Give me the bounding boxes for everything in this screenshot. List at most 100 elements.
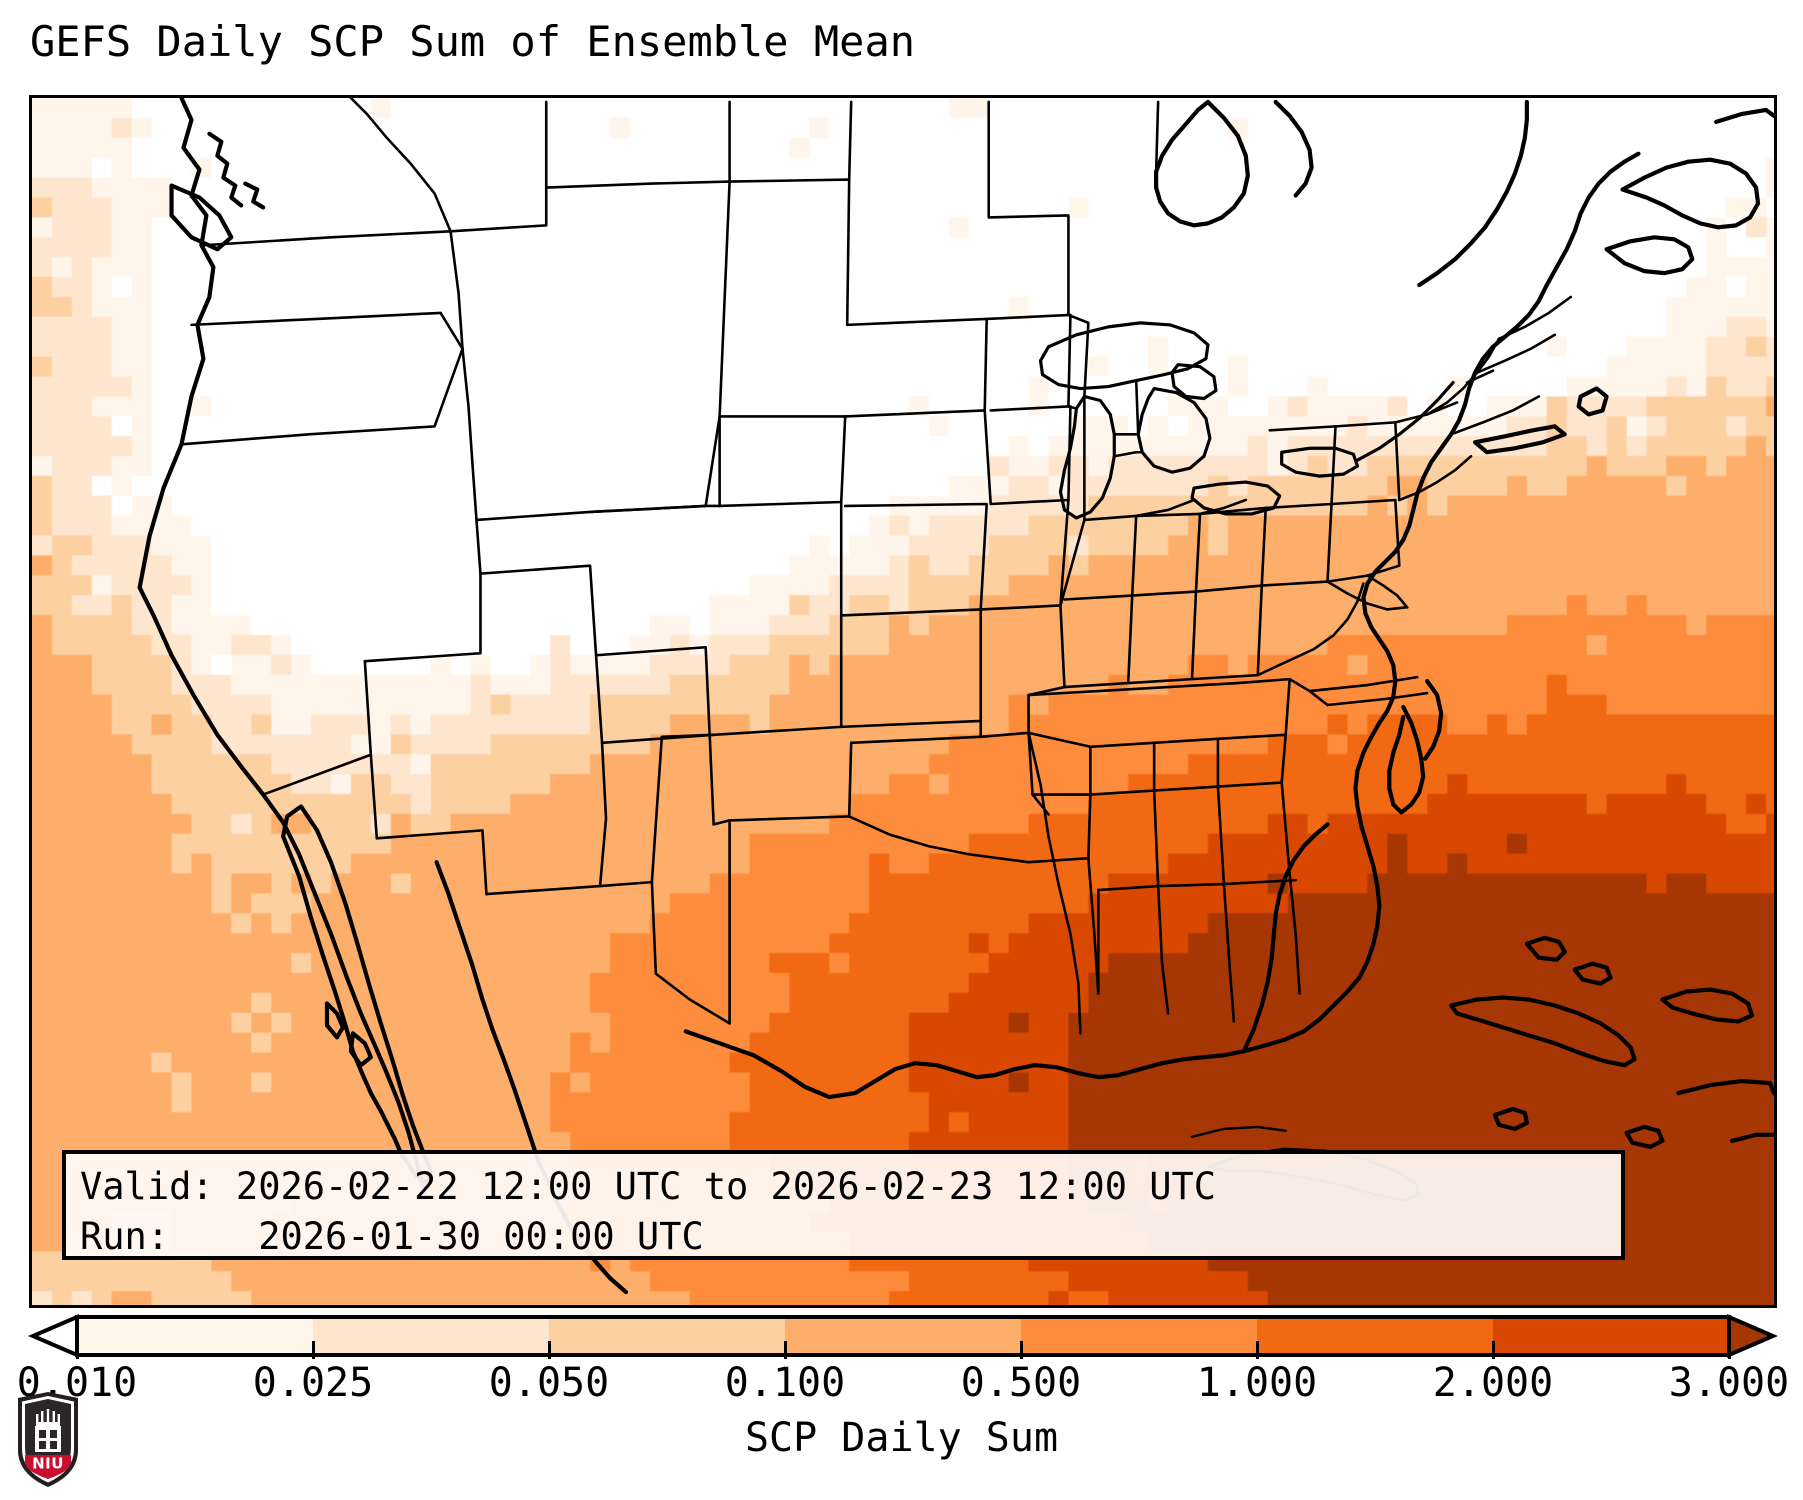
map-boundary bbox=[1544, 151, 1641, 288]
colorbar-tick-label: 2.000 bbox=[1432, 1360, 1554, 1406]
map-boundary bbox=[363, 659, 379, 840]
map-boundary bbox=[1241, 822, 1330, 1054]
map-boundary bbox=[1027, 793, 1092, 864]
map-boundary bbox=[1134, 498, 1196, 518]
map-boundary bbox=[261, 753, 373, 796]
colorbar-ticks bbox=[29, 1341, 1777, 1359]
forecast-info-box: Valid: 2026-02-22 12:00 UTC to 2026-02-2… bbox=[62, 1150, 1625, 1260]
map-boundary bbox=[1027, 731, 1082, 1035]
colorbar-tick-label: 0.500 bbox=[960, 1360, 1082, 1406]
map-boundary bbox=[1326, 691, 1429, 707]
colorbar-swatches bbox=[27, 1313, 1779, 1359]
map-boundary bbox=[847, 100, 853, 181]
map-boundary bbox=[1308, 675, 1419, 693]
map-boundary bbox=[594, 645, 715, 826]
map-boundary bbox=[1334, 401, 1459, 428]
map-boundary bbox=[1126, 590, 1198, 685]
map-boundary bbox=[1136, 386, 1212, 474]
map-boundary bbox=[650, 733, 715, 884]
map-boundary bbox=[1326, 498, 1401, 583]
map-boundary bbox=[1222, 878, 1297, 886]
map-boundary bbox=[1576, 386, 1609, 417]
colorbar-tick bbox=[75, 1341, 79, 1359]
valid-time-line: Valid: 2026-02-22 12:00 UTC to 2026-02-2… bbox=[80, 1165, 1217, 1208]
colorbar-tick bbox=[1019, 1341, 1023, 1359]
map-boundary bbox=[1089, 741, 1156, 796]
map-boundary bbox=[1492, 1106, 1529, 1131]
map-boundary bbox=[1190, 1125, 1287, 1139]
map-boundary bbox=[1027, 731, 1092, 749]
map-panel[interactable] bbox=[29, 95, 1777, 1308]
map-boundary bbox=[1394, 421, 1401, 502]
map-boundary bbox=[598, 880, 654, 888]
map-boundary bbox=[1156, 884, 1170, 1015]
map-boundary bbox=[1027, 604, 1066, 697]
map-boundary bbox=[202, 230, 464, 351]
map-boundary bbox=[1620, 157, 1761, 230]
map-boundary bbox=[712, 500, 843, 737]
map-boundary bbox=[1083, 514, 1138, 597]
map-boundary bbox=[1198, 498, 1248, 516]
map-boundary bbox=[1190, 584, 1264, 681]
map-boundary bbox=[1475, 333, 1557, 374]
map-boundary bbox=[1134, 379, 1140, 436]
map-boundary bbox=[324, 1001, 346, 1040]
map-boundary bbox=[479, 564, 604, 745]
colorbar-tick bbox=[1491, 1341, 1495, 1359]
colorbar-tick-label: 1.000 bbox=[1196, 1360, 1318, 1406]
map-boundary bbox=[348, 1031, 373, 1068]
map-boundary bbox=[1465, 369, 1495, 384]
map-boundary bbox=[1397, 454, 1473, 502]
map-boundary bbox=[449, 180, 731, 233]
scp-heatmap-canvas bbox=[32, 98, 1774, 1305]
map-boundary bbox=[1472, 424, 1567, 455]
map-boundary bbox=[1134, 512, 1202, 593]
colorbar-tick-label: 0.100 bbox=[724, 1360, 846, 1406]
colorbar-tick-label: 3.000 bbox=[1668, 1360, 1790, 1406]
map-boundary bbox=[979, 498, 1070, 611]
map-boundary bbox=[712, 741, 853, 826]
map-boundary bbox=[485, 741, 608, 896]
map-boundary bbox=[1112, 450, 1144, 458]
map-boundary bbox=[1059, 518, 1086, 607]
map-boundary bbox=[137, 98, 427, 1195]
map-boundary bbox=[1714, 107, 1774, 124]
map-boundary bbox=[1089, 789, 1160, 892]
map-boundary bbox=[1417, 99, 1529, 288]
map-boundary bbox=[1366, 574, 1409, 609]
map-boundary bbox=[1676, 1079, 1774, 1096]
niu-logo: NIU bbox=[18, 1392, 78, 1487]
map-boundary bbox=[985, 313, 1072, 412]
map-boundary bbox=[1387, 704, 1426, 815]
map-boundary bbox=[1222, 882, 1236, 1023]
map-boundary bbox=[1260, 502, 1333, 587]
map-boundary bbox=[1624, 1124, 1665, 1149]
colorbar-tick bbox=[547, 1341, 551, 1359]
map-boundary bbox=[1572, 961, 1613, 986]
map-boundary bbox=[650, 880, 731, 1025]
map-boundary bbox=[847, 815, 1030, 864]
colorbar-tick bbox=[1255, 1341, 1259, 1359]
map-boundary bbox=[1449, 995, 1637, 1068]
map-boundary bbox=[1154, 99, 1250, 228]
colorbar-tick-labels: 0.010 0.025 0.050 0.100 0.500 1.000 2.000 3.000 bbox=[0, 1358, 1803, 1410]
map-boundary bbox=[1497, 295, 1572, 341]
map-boundary bbox=[843, 409, 992, 506]
svg-text:NIU: NIU bbox=[32, 1455, 64, 1473]
map-boundary bbox=[1604, 235, 1695, 276]
map-boundary bbox=[1264, 425, 1337, 510]
map-boundary bbox=[728, 178, 851, 327]
map-boundary bbox=[979, 731, 1050, 816]
map-boundary bbox=[1730, 1132, 1774, 1143]
map-boundary bbox=[1067, 313, 1090, 398]
map-boundary bbox=[1216, 781, 1301, 995]
map-boundary bbox=[1027, 677, 1329, 707]
map-boundary bbox=[1355, 380, 1455, 462]
colorbar-tick bbox=[783, 1341, 787, 1359]
colorbar[interactable] bbox=[27, 1313, 1779, 1359]
map-boundary bbox=[207, 131, 244, 208]
colorbar-tick bbox=[311, 1341, 315, 1359]
map-boundary bbox=[989, 405, 1072, 506]
map-boundary bbox=[475, 180, 731, 522]
